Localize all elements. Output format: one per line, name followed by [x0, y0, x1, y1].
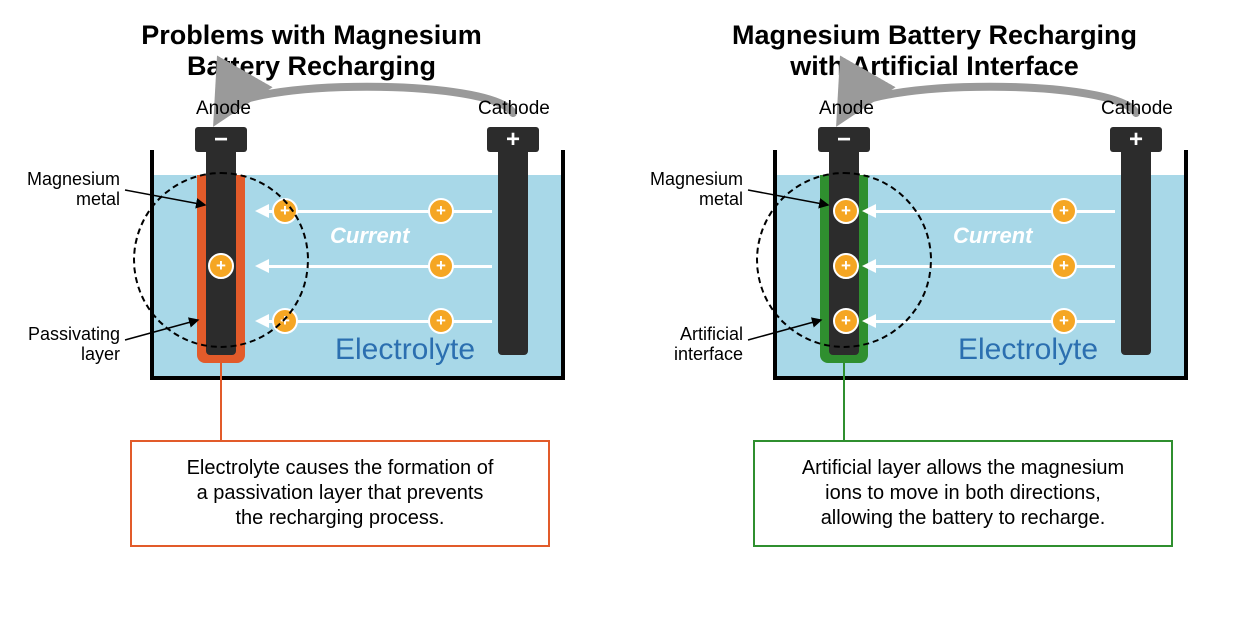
- panel-problems: Problems with MagnesiumBattery Rechargin…: [0, 0, 623, 630]
- callout-box: Electrolyte causes the formation ofa pas…: [130, 440, 550, 547]
- pointer-to-coating: [0, 95, 620, 415]
- stage-right: AnodeCathode−+++++++ElectrolyteCurrentMa…: [623, 95, 1246, 395]
- callout-box: Artificial layer allows the magnesiumion…: [753, 440, 1173, 547]
- callout-leader: [220, 363, 222, 441]
- callout-leader: [843, 363, 845, 441]
- pointer-to-coating: [623, 95, 1243, 415]
- panel-solution: Magnesium Battery Rechargingwith Artific…: [623, 0, 1246, 630]
- stage-left: AnodeCathode−+++++++ElectrolyteCurrentMa…: [0, 95, 623, 395]
